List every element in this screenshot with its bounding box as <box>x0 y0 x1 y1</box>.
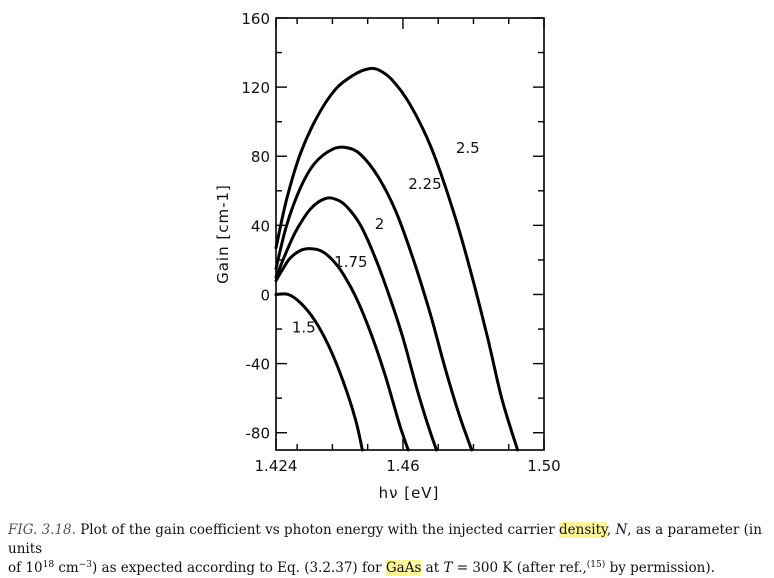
x-axis-title: hν [eV] <box>379 484 440 502</box>
figure-caption: FIG. 3.18. Plot of the gain coefficient … <box>8 521 770 578</box>
y-tick-label: -40 <box>246 356 271 374</box>
y-tick-label: -80 <box>246 425 271 443</box>
caption-text: , as a parameter (in units <box>8 522 762 557</box>
figure-label: FIG. 3.18. <box>8 522 76 538</box>
caption-text: Plot of the gain coefficient vs photon e… <box>75 522 560 538</box>
y-tick-label: 40 <box>251 217 270 235</box>
gain-curve-1-75 <box>274 247 410 452</box>
caption-text: cm <box>54 560 79 576</box>
y-axis-title: Gain [cm-1] <box>214 184 232 284</box>
caption-text: = 300 K (after ref., <box>452 560 587 576</box>
axis-ticks <box>275 17 545 450</box>
x-tick-label: 1.46 <box>386 457 419 475</box>
tick-labels: 160 120 80 40 0 -40 -80 1.424 1.46 1.50 <box>241 10 560 475</box>
exponent-minus-3: −3 <box>78 560 92 570</box>
y-tick-label: 0 <box>260 286 270 304</box>
caption-text: of 10 <box>8 560 43 576</box>
x-tick-label: 1.424 <box>255 457 298 475</box>
gain-curve-2-25 <box>274 145 474 452</box>
exponent-18: 18 <box>42 560 55 570</box>
y-tick-label: 160 <box>241 10 270 28</box>
highlight-gaas: GaAs <box>385 560 422 576</box>
gain-curve-2 <box>274 196 438 452</box>
caption-text: at <box>421 560 444 576</box>
x-tick-label: 1.50 <box>527 457 560 475</box>
reference-15: (15) <box>586 560 606 570</box>
caption-text: ) as expected according to Eq. (3.2.37) … <box>91 560 386 576</box>
gain-curve-1-5 <box>274 292 364 452</box>
curve-label-2-5: 2.5 <box>456 139 480 157</box>
caption-text: by permission). <box>605 560 715 576</box>
curve-label-1-75: 1.75 <box>334 253 367 271</box>
curve-label-2: 2 <box>375 215 385 233</box>
variable-n: N <box>615 522 628 538</box>
y-tick-label: 80 <box>251 148 270 166</box>
curve-label-2-25: 2.25 <box>408 175 441 193</box>
caption-text: , <box>606 522 616 538</box>
gain-chart: 160 120 80 40 0 -40 -80 1.424 1.46 1.50 1.5 1.75 2 2… <box>214 10 561 502</box>
series-labels: 1.5 1.75 2 2.25 2.5 <box>292 139 480 337</box>
curve-label-1-5: 1.5 <box>292 318 316 336</box>
plot-frame <box>275 17 545 451</box>
gain-curve-2-5 <box>274 66 520 452</box>
highlight-density: density <box>559 522 607 538</box>
y-tick-label: 120 <box>241 79 270 97</box>
series-curves <box>274 66 520 452</box>
plot-border <box>275 17 545 451</box>
